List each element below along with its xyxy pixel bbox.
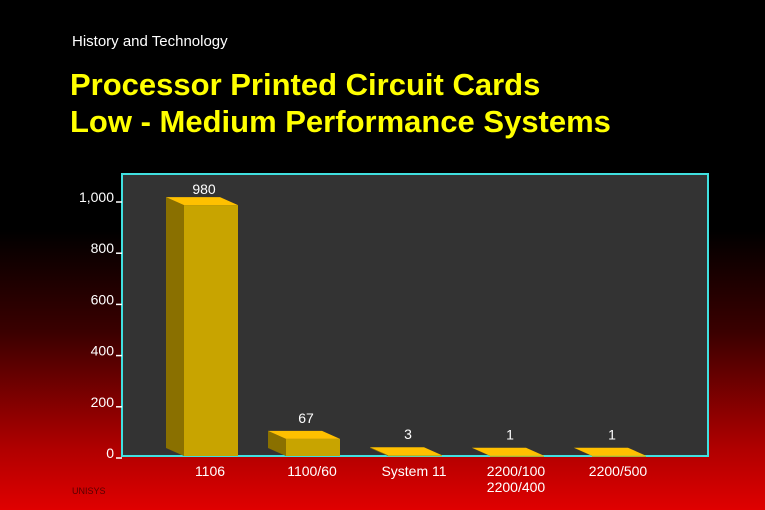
page-subtitle: History and Technology [72,33,228,50]
bar-top-4 [574,447,646,456]
y-tick-label: 600 [91,291,115,307]
bar-side-4 [574,447,592,456]
x-category-label-2: System 11 [381,463,446,479]
bar-top-2 [370,447,442,456]
bar-3 [490,455,544,457]
x-category-label-3: 2200/400 [487,479,546,495]
y-tick-label: 1,000 [79,189,114,205]
bar-1 [286,438,340,456]
bar-side-3 [472,447,490,456]
bar-4 [592,455,646,457]
y-tick-label: 800 [91,240,115,256]
x-category-label-4: 2200/500 [589,463,648,479]
data-label-2: 3 [404,426,412,442]
data-label-4: 1 [608,427,616,443]
y-tick-label: 400 [91,343,115,359]
x-category-label-1: 1100/60 [287,463,337,479]
bar-2 [388,455,442,457]
footer-logo-text: UNISYS [72,486,106,496]
data-label-1: 67 [298,410,314,426]
y-tick-label: 0 [106,445,114,461]
title-line-2: Low - Medium Performance Systems [70,104,611,139]
bar-top-1 [268,430,340,439]
bar-top-0 [166,197,238,206]
data-label-3: 1 [506,427,514,443]
x-category-label-0: 1106 [195,463,225,479]
title-line-1: Processor Printed Circuit Cards [70,67,541,102]
y-tick-label: 200 [91,394,115,410]
data-label-0: 980 [192,181,216,197]
bar-side-2 [370,447,388,456]
bar-side-1 [268,430,286,456]
x-category-label-3: 2200/100 [487,463,546,479]
bar-top-3 [472,447,544,456]
bar-side-0 [166,197,184,456]
bar-0 [184,205,238,456]
page-title: Processor Printed Circuit Cards Low - Me… [70,66,611,140]
